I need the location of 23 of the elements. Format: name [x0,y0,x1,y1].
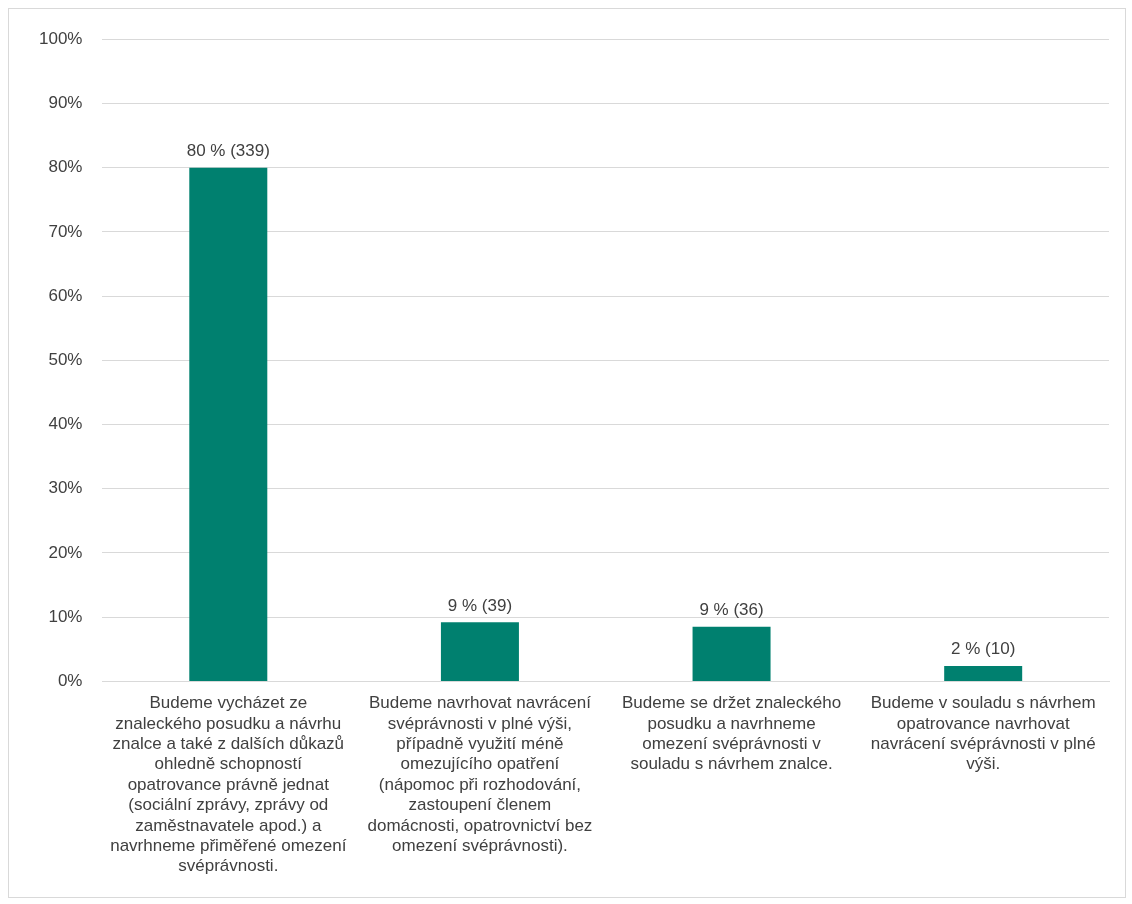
y-tick-label: 0% [57,671,83,691]
bar [189,167,268,681]
bar [692,626,771,681]
x-tick-label: Budeme navrhovat navrácení svéprávnosti v plné výši, případně využití méně omezujícího opatření (nápomoc při rozhodování, zastoupení členem domácnosti, opatrovnictví bez omezení svéprávnosti). [367,693,593,856]
y-tick-label: 50% [48,349,83,369]
bar [944,665,1023,681]
y-tick-label: 20% [48,542,83,562]
y-tick-label: 10% [48,606,83,626]
data-label: 2 % (10) [951,639,1016,659]
y-tick-label: 60% [48,285,83,305]
data-label: 9 % (39) [447,595,513,615]
category-label: Budeme vycházet ze znaleckého posudku a návrhu znalce a také z dalších důkazů ohledně schopností opatrovance právně jednat (sociální zprávy, zprávy od zaměstnavatele apod.) a navrhneme přiměřené omezení svéprávnosti. [110,693,347,876]
y-tick-label: 100% [39,28,83,48]
data-label: 80 % (339) [186,140,270,160]
y-tick-label: 30% [48,478,83,498]
x-tick-label: Budeme se držet znaleckého posudku a navrhneme omezení svéprávnosti v souladu s návrhem znalce. [621,693,842,774]
bar [440,622,519,681]
x-tick-label: Budeme v souladu s návrhem opatrovance navrhovat navrácení svéprávnosti v plné výši. [870,693,1096,774]
y-tick-label: 80% [48,157,83,177]
y-tick-label: 90% [48,93,83,113]
y-tick-label: 40% [48,414,83,434]
data-label: 9 % (36) [699,600,764,619]
y-tick-label: 70% [48,221,83,241]
